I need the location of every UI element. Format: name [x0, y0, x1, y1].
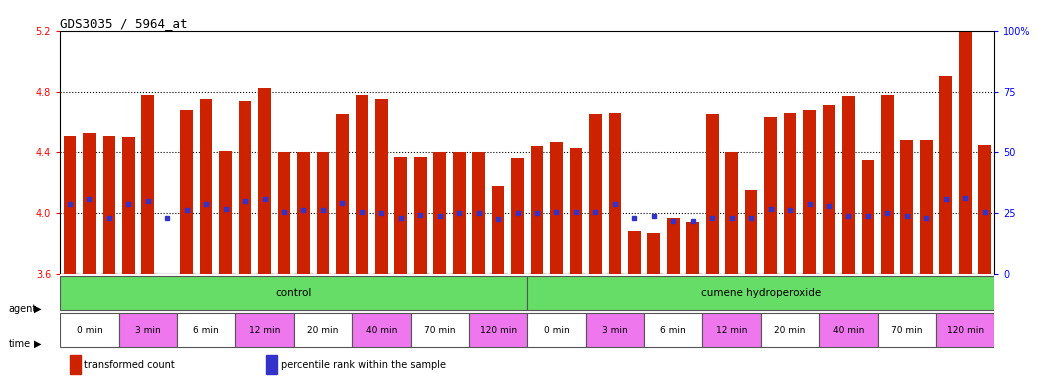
Bar	[70, 355, 81, 374]
Bar	[141, 94, 154, 274]
Text: control: control	[275, 288, 312, 298]
Bar	[453, 152, 465, 274]
Text: transformed count: transformed count	[84, 360, 175, 370]
Bar	[356, 94, 368, 274]
Bar	[278, 152, 291, 274]
Text: 0 min: 0 min	[544, 326, 570, 335]
Bar	[877, 313, 936, 347]
Bar	[266, 355, 277, 374]
Bar	[706, 114, 718, 274]
Bar	[411, 313, 469, 347]
Bar	[492, 186, 504, 274]
Bar	[550, 142, 563, 274]
Text: 20 min: 20 min	[307, 326, 338, 335]
Bar	[103, 136, 115, 274]
Bar	[63, 136, 76, 274]
Bar	[842, 96, 854, 274]
Bar	[761, 313, 819, 347]
Text: 6 min: 6 min	[193, 326, 219, 335]
Text: agent: agent	[8, 304, 36, 314]
Bar	[823, 105, 836, 274]
Bar	[819, 313, 878, 347]
Bar	[936, 313, 994, 347]
Text: 40 min: 40 min	[832, 326, 864, 335]
Bar	[784, 113, 796, 274]
Bar	[414, 157, 427, 274]
Bar	[862, 160, 874, 274]
Bar	[472, 152, 485, 274]
Text: ▶: ▶	[34, 304, 42, 314]
Bar	[200, 99, 213, 274]
Text: 3 min: 3 min	[135, 326, 161, 335]
Bar	[939, 76, 952, 274]
Bar	[881, 94, 894, 274]
Text: 40 min: 40 min	[365, 326, 397, 335]
Bar	[118, 313, 176, 347]
Text: ▶: ▶	[34, 339, 42, 349]
Bar	[644, 313, 703, 347]
Bar	[122, 137, 135, 274]
Bar	[745, 190, 758, 274]
Bar	[336, 114, 349, 274]
Bar	[239, 101, 251, 274]
Text: 120 min: 120 min	[480, 326, 517, 335]
Bar	[686, 222, 699, 274]
Text: 6 min: 6 min	[660, 326, 686, 335]
Bar	[959, 32, 972, 274]
Bar	[317, 152, 329, 274]
Bar	[176, 313, 236, 347]
Bar	[667, 218, 680, 274]
Bar	[394, 157, 407, 274]
Bar	[294, 313, 352, 347]
Bar	[570, 148, 582, 274]
Bar	[181, 110, 193, 274]
Text: cumene hydroperoxide: cumene hydroperoxide	[701, 288, 821, 298]
Bar	[258, 88, 271, 274]
Text: 12 min: 12 min	[249, 326, 280, 335]
Bar	[764, 118, 776, 274]
Bar	[608, 113, 621, 274]
Bar	[590, 114, 602, 274]
Bar	[920, 140, 932, 274]
Bar	[585, 313, 644, 347]
Bar	[726, 152, 738, 274]
Text: 0 min: 0 min	[77, 326, 103, 335]
Bar	[628, 232, 640, 274]
Bar	[979, 145, 991, 274]
Bar	[648, 233, 660, 274]
Bar	[219, 151, 231, 274]
Text: 20 min: 20 min	[774, 326, 805, 335]
Text: 120 min: 120 min	[947, 326, 984, 335]
Bar	[352, 313, 410, 347]
Bar	[83, 132, 95, 274]
Bar	[530, 146, 543, 274]
Bar	[236, 313, 294, 347]
Bar	[527, 313, 585, 347]
Bar	[60, 276, 527, 310]
Bar	[803, 110, 816, 274]
Bar	[60, 313, 118, 347]
Text: 70 min: 70 min	[891, 326, 923, 335]
Bar	[297, 152, 309, 274]
Text: time: time	[8, 339, 30, 349]
Bar	[161, 274, 173, 315]
Bar	[375, 99, 387, 274]
Text: GDS3035 / 5964_at: GDS3035 / 5964_at	[60, 17, 188, 30]
Bar	[512, 159, 524, 274]
Bar	[703, 313, 761, 347]
Bar	[469, 313, 527, 347]
Bar	[901, 140, 913, 274]
Text: 3 min: 3 min	[602, 326, 628, 335]
Text: 70 min: 70 min	[424, 326, 456, 335]
Bar	[434, 152, 446, 274]
Text: percentile rank within the sample: percentile rank within the sample	[280, 360, 445, 370]
Text: 12 min: 12 min	[716, 326, 747, 335]
Bar	[527, 276, 994, 310]
